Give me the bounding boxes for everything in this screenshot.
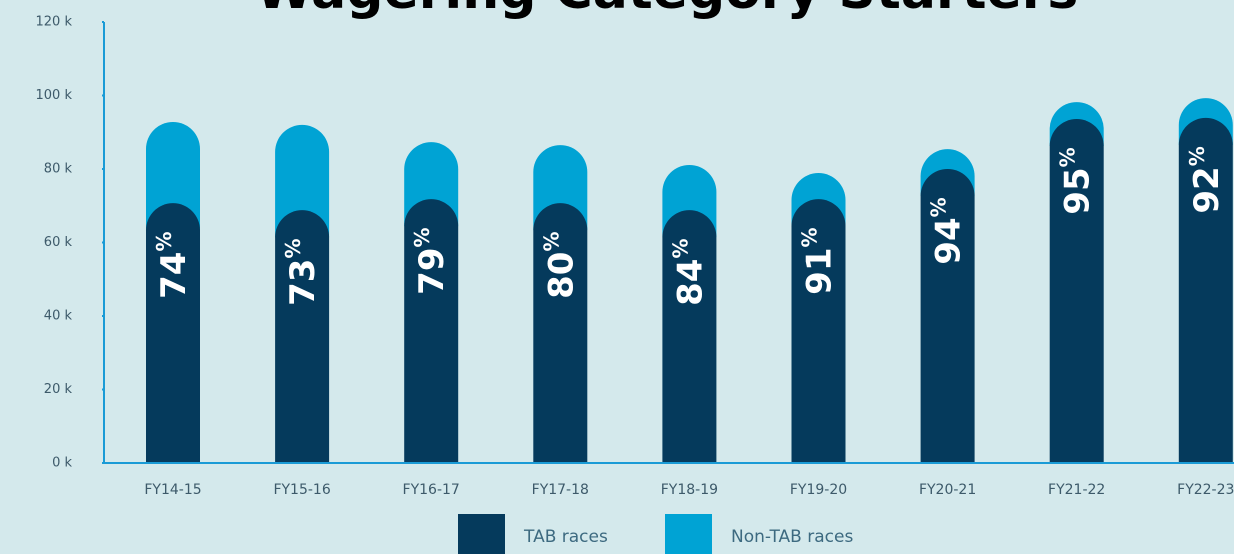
data-label: 84% — [668, 238, 710, 305]
x-tick-label: FY20-21 — [919, 482, 976, 498]
bar-segment — [920, 169, 975, 463]
data-label: 91% — [797, 227, 839, 294]
bar-segment — [146, 121, 200, 231]
y-tick-label: 60 k — [44, 235, 73, 250]
x-tick-label: FY22-23 — [1177, 482, 1234, 498]
y-tick-label: 80 k — [44, 162, 73, 177]
bar-segment — [533, 203, 588, 463]
x-tick-label: FY15-16 — [273, 482, 330, 498]
y-tick-label: 20 k — [44, 382, 73, 397]
y-tick-label: 40 k — [44, 309, 73, 324]
y-tick-label: 0 k — [52, 456, 72, 471]
y-tick-label: 120 k — [36, 15, 73, 30]
bar-segment — [1178, 117, 1233, 463]
legend-label: Non-TAB races — [731, 527, 853, 547]
data-label: 80% — [539, 231, 581, 298]
bar-segment — [662, 210, 717, 463]
legend-swatch — [458, 514, 505, 554]
x-tick-label: FY17-18 — [532, 482, 589, 498]
bar-segment — [404, 199, 459, 463]
bar-segment — [275, 124, 330, 238]
x-tick-label: FY14-15 — [144, 482, 201, 498]
data-label: 79% — [410, 227, 452, 294]
bar-segment — [275, 210, 330, 463]
x-tick-label: FY16-17 — [403, 482, 460, 498]
data-label: 94% — [926, 197, 968, 264]
x-tick-label: FY19-20 — [790, 482, 847, 498]
bar-segment — [791, 199, 846, 463]
bar-segment — [1049, 119, 1104, 463]
x-tick-label: FY21-22 — [1048, 482, 1105, 498]
data-label: 73% — [281, 238, 323, 305]
data-label: 74% — [152, 231, 194, 298]
data-label: 92% — [1184, 146, 1226, 213]
x-tick-label: FY18-19 — [661, 482, 718, 498]
bar-segment — [146, 203, 200, 463]
legend-swatch — [665, 514, 712, 554]
data-label: 95% — [1055, 147, 1097, 214]
y-tick-label: 100 k — [36, 88, 73, 103]
chart-title: Wagering Category Starters — [256, 0, 1079, 21]
legend-label: TAB races — [523, 527, 608, 547]
